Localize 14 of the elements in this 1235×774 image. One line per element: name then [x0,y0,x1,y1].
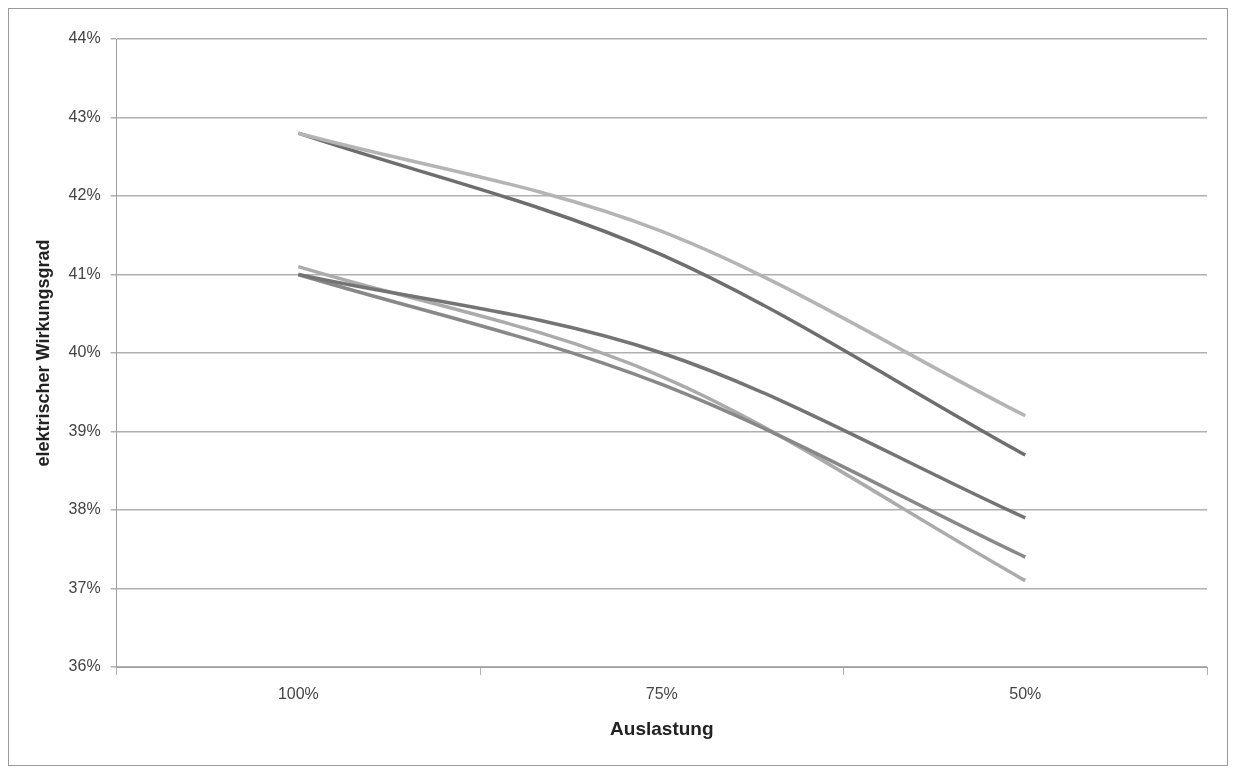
y-tick-label: 44% [68,29,101,47]
y-tick-label: 40% [68,343,101,361]
y-tick-label: 39% [68,421,101,439]
y-tick-label: 38% [68,500,101,518]
y-axis-title: elektrischer Wirkungsgrad [32,239,53,467]
y-tick-label: 42% [68,186,101,204]
x-tick-label: 100% [277,685,319,703]
y-tick-label: 37% [68,578,101,596]
x-axis-title: Auslastung [610,717,714,739]
y-tick-label: 43% [68,107,101,125]
y-tick-label: 36% [68,657,101,675]
x-tick-label: 75% [645,685,678,703]
x-tick-label: 50% [1009,685,1042,703]
y-tick-label: 41% [68,264,101,282]
